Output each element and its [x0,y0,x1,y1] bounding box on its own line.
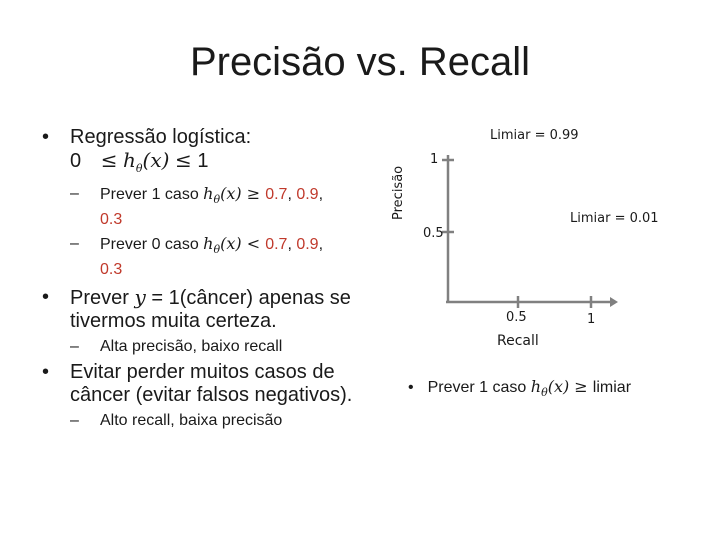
y-axis-label: Precisão [391,165,406,220]
precision-recall-chart: Limiar = 0.99 1 0.5 Limiar = 0.01 0.5 1 … [380,120,680,380]
x-axis-arrow [610,297,618,307]
bullet-text: Regressão logística: [70,126,252,148]
dash: – [70,185,79,202]
chart-svg [442,155,618,308]
threshold-value: 0.9 [296,186,319,203]
y-tick-label-0-5: 0.5 [423,226,444,241]
threshold-value: 0.9 [296,236,319,254]
sub-bullet-high-recall: – Alto recall, baixa precisão [70,412,283,430]
x-axis-label: Recall [497,333,539,349]
threshold-value: 0.7 [265,236,288,254]
threshold-value: 0.3 [100,211,123,229]
inequality: 0 ≤ hθ(x) ≤ 1 [70,148,209,176]
bullet-high-precision: • Prever y = 1(câncer) apenas se tivermo… [42,285,351,333]
threshold-value: 0.3 [100,261,123,279]
annotation-limiar-high: Limiar = 0.99 [490,128,579,143]
dash: – [70,412,79,430]
sub-bullet-high-precision: – Alta precisão, baixo recall [70,338,283,356]
threshold-value: 0.7 [265,186,288,203]
bullet-dot: • [42,126,50,148]
dash: – [70,235,79,253]
bullet-threshold-rule: • Prever 1 caso hθ(x) ≥ limiar [408,377,632,400]
y-tick-label-1: 1 [430,152,439,167]
bullet-list: • Regressão logística: 0 ≤ hθ(x) ≤ 1 – P… [42,126,362,435]
bullet-high-recall: • Evitar perder muitos casos de câncer (… [42,361,353,407]
sub-bullet-predict-0: – Prever 0 caso hθ(x) < 0.7, 0.9, 0.3 [70,234,324,279]
bullet-dot: • [408,379,414,396]
bullet-dot: • [42,286,50,309]
dash: – [70,338,79,356]
bullet-dot: • [42,361,50,384]
x-tick-label-1: 1 [587,312,596,327]
annotation-limiar-low: Limiar = 0.01 [570,211,659,226]
slide-title: Precisão vs. Recall [189,40,531,84]
sub-bullet-predict-1: – Prever 1 caso hθ(x) ≥ 0.7, 0.9, 0.3 [70,184,324,229]
x-tick-label-0-5: 0.5 [506,310,527,325]
bullet-logistic: • Regressão logística: 0 ≤ hθ(x) ≤ 1 [42,126,362,180]
